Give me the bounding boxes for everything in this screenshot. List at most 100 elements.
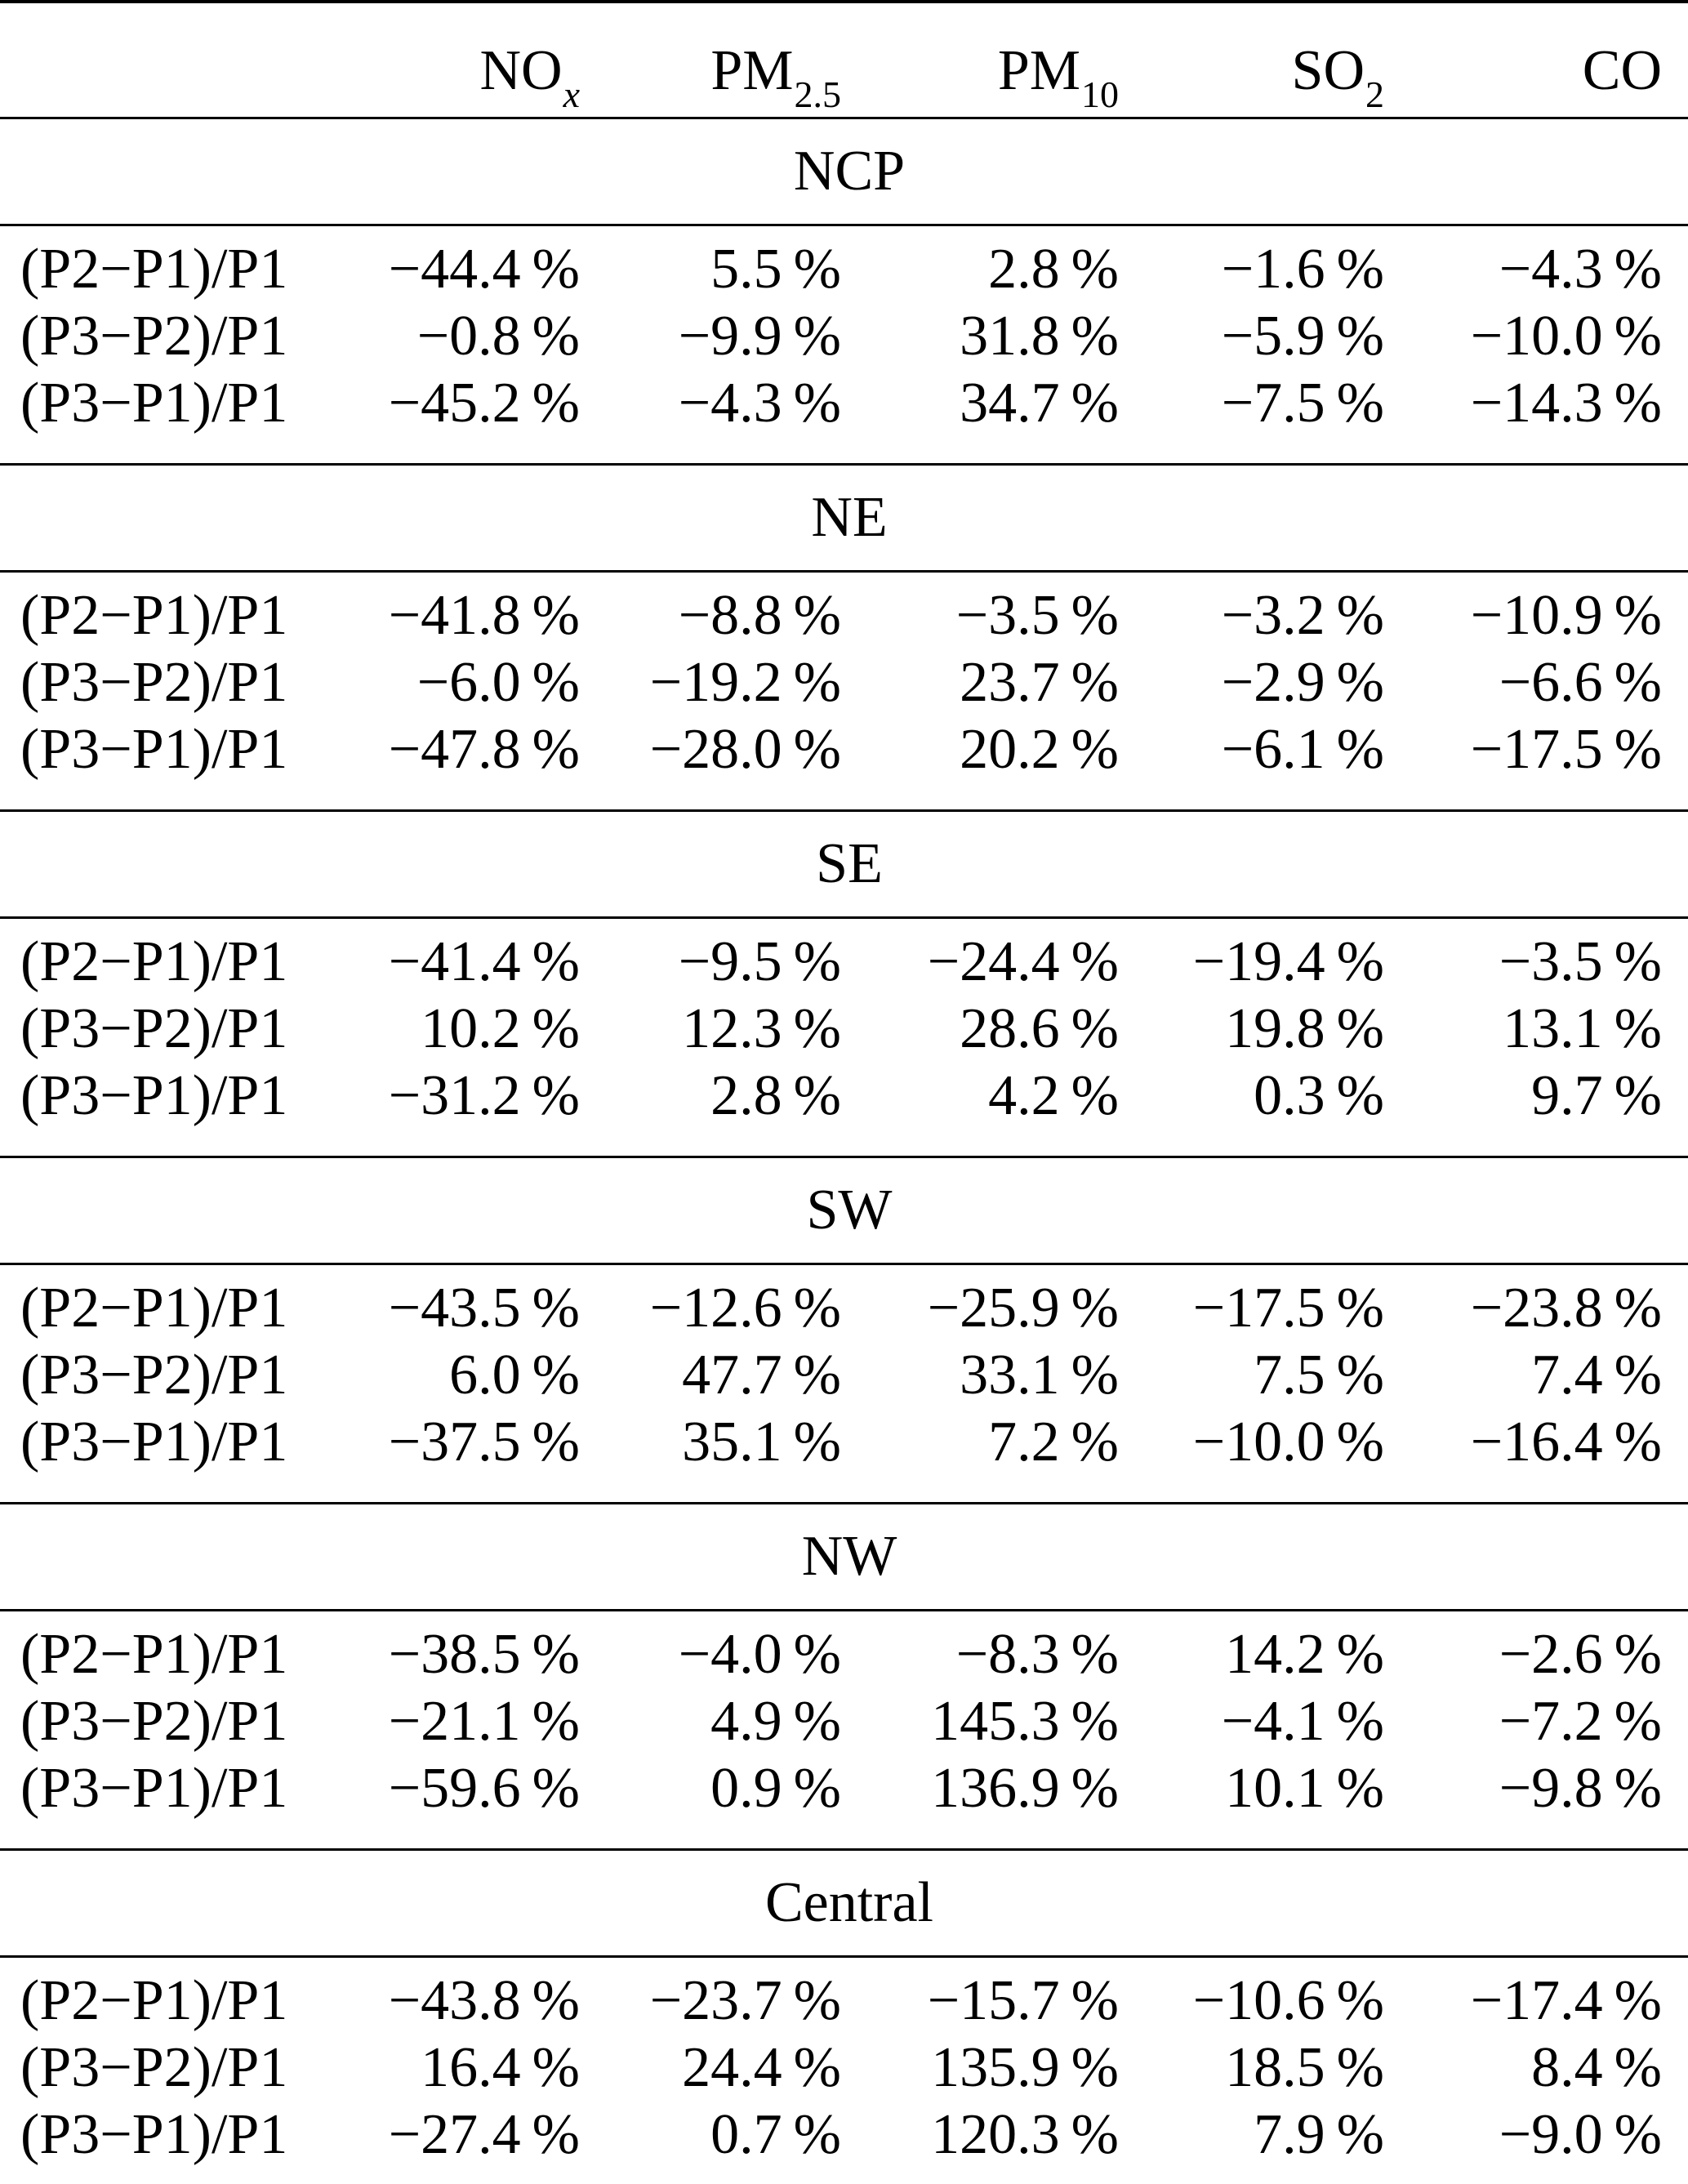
value-cell-pm10: −24.4 % [927,930,1119,993]
value-cell-pm10: 20.2 % [960,718,1119,781]
section-rule-above-se [0,809,1688,812]
value-cell-so2: 7.5 % [1254,1344,1384,1406]
value-cell-pm25: −19.2 % [649,651,841,714]
value-cell-nox: 10.2 % [421,997,580,1060]
value-cell-co: 13.1 % [1503,997,1662,1060]
value-cell-so2: −4.1 % [1221,1690,1384,1753]
row-label: (P3−P1)/P1 [20,1757,288,1820]
value-cell-so2: −2.9 % [1221,651,1384,714]
section-spacer [0,573,1662,582]
row-label: (P3−P1)/P1 [20,372,288,435]
value-cell-so2: −3.2 % [1221,584,1384,647]
value-cell-pm25: −23.7 % [649,1969,841,2032]
section-rule-below-se [0,916,1688,919]
section-rule-above-central [0,1848,1688,1851]
value-cell-nox: −47.8 % [388,718,580,781]
value-cell-co: −23.8 % [1470,1277,1662,1339]
col-header-base-co: CO [1582,39,1662,102]
row-label: (P3−P2)/P1 [20,651,288,714]
value-cell-pm10: 4.2 % [988,1064,1119,1127]
value-cell-pm25: −4.0 % [678,1623,841,1686]
section-spacer [0,1265,1662,1275]
col-header-base-nox: NO [479,39,563,102]
col-header-subscript-nox: x [563,74,580,115]
section-rule-above-ne [0,463,1688,466]
value-cell-nox: 16.4 % [421,2036,580,2099]
section-spacer [0,226,1662,236]
value-cell-nox: −41.4 % [388,930,580,993]
row-label: (P3−P2)/P1 [20,1690,288,1753]
value-cell-so2: −6.1 % [1221,718,1384,781]
value-cell-so2: −10.6 % [1192,1969,1384,2032]
row-label: (P2−P1)/P1 [20,930,288,993]
col-header-co: CO [1384,3,1662,117]
value-cell-nox: −41.8 % [388,584,580,647]
section-title-se: SE [816,832,883,895]
table-top-rule [0,0,1688,3]
section-rule-below-central [0,1955,1688,1958]
value-cell-co: −17.4 % [1470,1969,1662,2032]
value-cell-pm10: 145.3 % [931,1690,1119,1753]
value-cell-pm25: −9.5 % [678,930,841,993]
value-cell-pm10: 136.9 % [931,1757,1119,1820]
value-cell-pm10: 34.7 % [960,372,1119,435]
row-label: (P2−P1)/P1 [20,1277,288,1339]
value-cell-pm10: 31.8 % [960,305,1119,368]
col-header-subscript-pm10: 10 [1081,74,1119,115]
value-cell-pm25: 12.3 % [682,997,841,1060]
row-label: (P3−P2)/P1 [20,997,288,1060]
row-label: (P2−P1)/P1 [20,1969,288,2032]
section-rule-below-ne [0,570,1688,573]
section-rule-above-ncp [0,117,1688,119]
value-cell-so2: 19.8 % [1225,997,1384,1060]
col-header-row-label [0,3,351,117]
value-cell-pm25: 4.9 % [710,1690,841,1753]
col-header-base-pm25: PM [710,39,794,102]
value-cell-pm10: 7.2 % [988,1411,1119,1473]
value-cell-co: −6.6 % [1499,651,1662,714]
row-label: (P2−P1)/P1 [20,1623,288,1686]
col-header-base-pm10: PM [997,39,1080,102]
col-header-subscript-pm25: 2.5 [794,74,842,115]
value-cell-nox: −21.1 % [388,1690,580,1753]
col-header-nox: NO x [351,3,580,117]
value-cell-so2: −7.5 % [1221,372,1384,435]
value-cell-pm10: 23.7 % [960,651,1119,714]
row-label: (P3−P1)/P1 [20,718,288,781]
value-cell-co: 7.4 % [1531,1344,1662,1406]
value-cell-nox: −0.8 % [416,305,580,368]
section-rule-above-sw [0,1156,1688,1158]
section-rule-above-nw [0,1502,1688,1504]
section-title-sw: SW [806,1179,893,1241]
value-cell-so2: −1.6 % [1221,238,1384,301]
row-label: (P3−P1)/P1 [20,1064,288,1127]
value-cell-co: −2.6 % [1499,1623,1662,1686]
value-cell-co: −10.9 % [1470,584,1662,647]
section-spacer [0,437,1662,463]
value-cell-nox: −43.5 % [388,1277,580,1339]
section-spacer [0,1822,1662,1848]
value-cell-nox: −38.5 % [388,1623,580,1686]
value-cell-so2: 7.9 % [1254,2103,1384,2166]
value-cell-pm25: 5.5 % [710,238,841,301]
section-spacer [0,1958,1662,1968]
value-cell-co: 8.4 % [1531,2036,1662,2099]
section-title-central: Central [764,1871,934,1934]
value-cell-pm25: −8.8 % [678,584,841,647]
row-label: (P3−P1)/P1 [20,1411,288,1473]
value-cell-so2: 14.2 % [1225,1623,1384,1686]
value-cell-pm10: −3.5 % [955,584,1119,647]
value-cell-nox: 6.0 % [449,1344,580,1406]
value-cell-so2: 10.1 % [1225,1757,1384,1820]
row-label: (P3−P1)/P1 [20,2103,288,2166]
row-label: (P3−P2)/P1 [20,2036,288,2099]
value-cell-pm25: −12.6 % [649,1277,841,1339]
section-rule-below-nw [0,1609,1688,1611]
value-cell-nox: −37.5 % [388,1411,580,1473]
value-cell-nox: −44.4 % [388,238,580,301]
value-cell-pm10: −25.9 % [927,1277,1119,1339]
section-spacer [0,1611,1662,1621]
value-cell-so2: −5.9 % [1221,305,1384,368]
